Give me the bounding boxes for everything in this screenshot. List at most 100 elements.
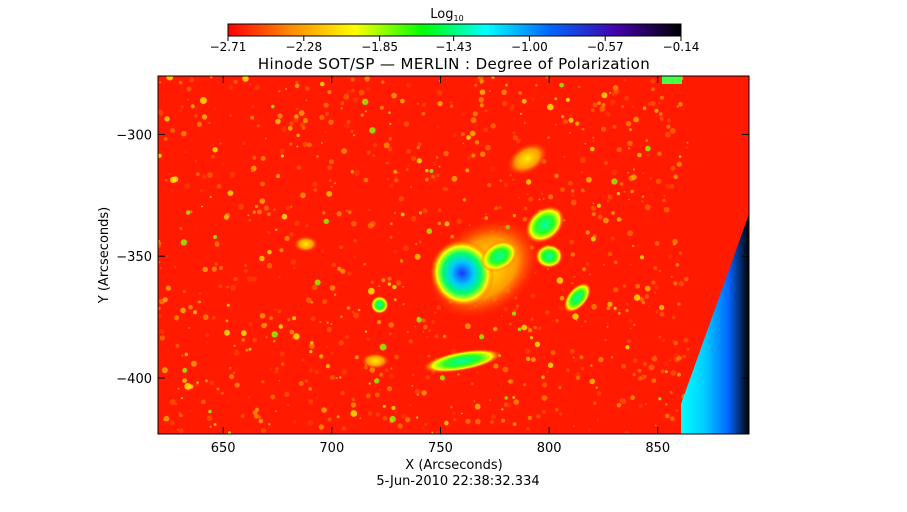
colorbar-tick-label: −0.14 bbox=[663, 40, 700, 54]
speckle-dot bbox=[177, 428, 179, 431]
speckle-dot bbox=[561, 288, 564, 290]
speckle-dot bbox=[590, 364, 593, 367]
speckle-dot bbox=[582, 267, 587, 272]
speckle-dot bbox=[512, 135, 519, 141]
speckle-dot bbox=[479, 334, 485, 340]
speckle-dot bbox=[243, 268, 248, 274]
speckle-dot bbox=[320, 248, 325, 253]
speckle-dot bbox=[632, 358, 638, 364]
polarization-blob bbox=[480, 240, 518, 272]
speckle-dot bbox=[388, 322, 395, 328]
speckle-dot bbox=[353, 255, 357, 259]
speckle-dot bbox=[158, 109, 164, 116]
speckle-dot bbox=[576, 266, 578, 268]
speckle-dot bbox=[405, 168, 409, 172]
speckle-dot bbox=[196, 381, 199, 384]
speckle-dot bbox=[613, 88, 620, 95]
speckle-dot bbox=[181, 354, 184, 357]
speckle-dot bbox=[369, 220, 376, 227]
speckle-dot bbox=[275, 410, 277, 413]
speckle-dot bbox=[233, 277, 238, 282]
speckle-dot bbox=[491, 414, 497, 420]
speckle-dot bbox=[344, 335, 350, 340]
speckle-dot bbox=[180, 307, 186, 314]
speckle-dot bbox=[159, 335, 166, 341]
speckle-dot bbox=[606, 322, 609, 325]
speckle-dot bbox=[377, 320, 382, 325]
speckle-dot bbox=[673, 281, 678, 286]
speckle-dot bbox=[318, 424, 324, 430]
speckle-dot bbox=[302, 117, 308, 124]
speckle-dot bbox=[403, 121, 410, 127]
speckle-dot bbox=[319, 114, 325, 121]
speckle-dot bbox=[523, 206, 528, 211]
speckle-dot bbox=[326, 327, 332, 333]
speckle-dot bbox=[452, 133, 457, 137]
speckle-dot bbox=[597, 418, 599, 421]
speckle-dot bbox=[530, 293, 536, 299]
speckle-dot bbox=[484, 213, 487, 216]
speckle-dot bbox=[298, 110, 305, 116]
speckle-dot bbox=[554, 407, 559, 412]
speckle-dot bbox=[336, 415, 340, 419]
speckle-dot bbox=[365, 336, 371, 342]
speckle-dot bbox=[507, 379, 512, 383]
speckle-dot bbox=[351, 88, 355, 93]
speckle-dot bbox=[182, 378, 188, 383]
speckle-dot bbox=[329, 285, 336, 291]
speckle-dot bbox=[227, 431, 232, 434]
speckle-dot bbox=[229, 374, 235, 380]
speckle-dot bbox=[387, 146, 393, 152]
speckle-dot bbox=[545, 76, 549, 79]
speckle-dot bbox=[298, 381, 304, 386]
speckle-dot bbox=[616, 402, 622, 408]
speckle-dot bbox=[278, 276, 281, 279]
speckle-dot bbox=[425, 177, 429, 182]
speckle-dot bbox=[491, 76, 495, 80]
speckle-dot bbox=[503, 402, 509, 408]
speckle-dot bbox=[169, 420, 175, 426]
speckle-dot bbox=[294, 220, 300, 226]
speckle-dot bbox=[559, 82, 564, 88]
speckle-dot bbox=[287, 125, 293, 131]
speckle-dot bbox=[563, 155, 566, 158]
speckle-dot bbox=[374, 392, 380, 398]
speckle-dot bbox=[619, 308, 621, 311]
speckle-dot bbox=[254, 84, 260, 91]
speckle-dot bbox=[434, 334, 439, 339]
speckle-dot bbox=[660, 369, 665, 374]
speckle-dot bbox=[542, 197, 545, 200]
speckle-dot bbox=[409, 404, 412, 407]
speckle-dot bbox=[686, 347, 690, 351]
speckle-dot bbox=[533, 325, 537, 330]
speckle-dot bbox=[179, 226, 183, 231]
speckle-dot bbox=[364, 330, 368, 333]
speckle-dot bbox=[326, 190, 333, 197]
speckle-dot bbox=[308, 368, 314, 373]
speckle-dot bbox=[250, 115, 255, 120]
speckle-dot bbox=[400, 212, 405, 217]
speckle-dot bbox=[341, 369, 348, 375]
speckle-dot bbox=[359, 417, 362, 419]
speckle-dot bbox=[517, 196, 520, 199]
speckle-dot bbox=[251, 276, 257, 282]
speckle-dot bbox=[289, 121, 295, 126]
speckle-dot bbox=[180, 397, 183, 400]
speckle-dot bbox=[379, 388, 382, 391]
speckle-dot bbox=[272, 308, 277, 312]
speckle-dot bbox=[350, 410, 358, 417]
speckle-dot bbox=[425, 374, 431, 380]
speckle-dot bbox=[391, 405, 396, 411]
speckle-dot bbox=[487, 182, 492, 188]
speckle-dot bbox=[312, 181, 318, 187]
speckle-dot bbox=[682, 108, 685, 111]
speckle-dot bbox=[343, 123, 350, 129]
speckle-dot bbox=[260, 155, 266, 161]
speckle-dot bbox=[592, 102, 598, 108]
speckle-dot bbox=[278, 379, 281, 382]
speckle-dot bbox=[580, 324, 584, 328]
x-tick-label: 650 bbox=[211, 441, 236, 456]
speckle-dot bbox=[651, 356, 658, 362]
speckle-dot bbox=[265, 336, 268, 339]
speckle-dot bbox=[627, 171, 629, 174]
